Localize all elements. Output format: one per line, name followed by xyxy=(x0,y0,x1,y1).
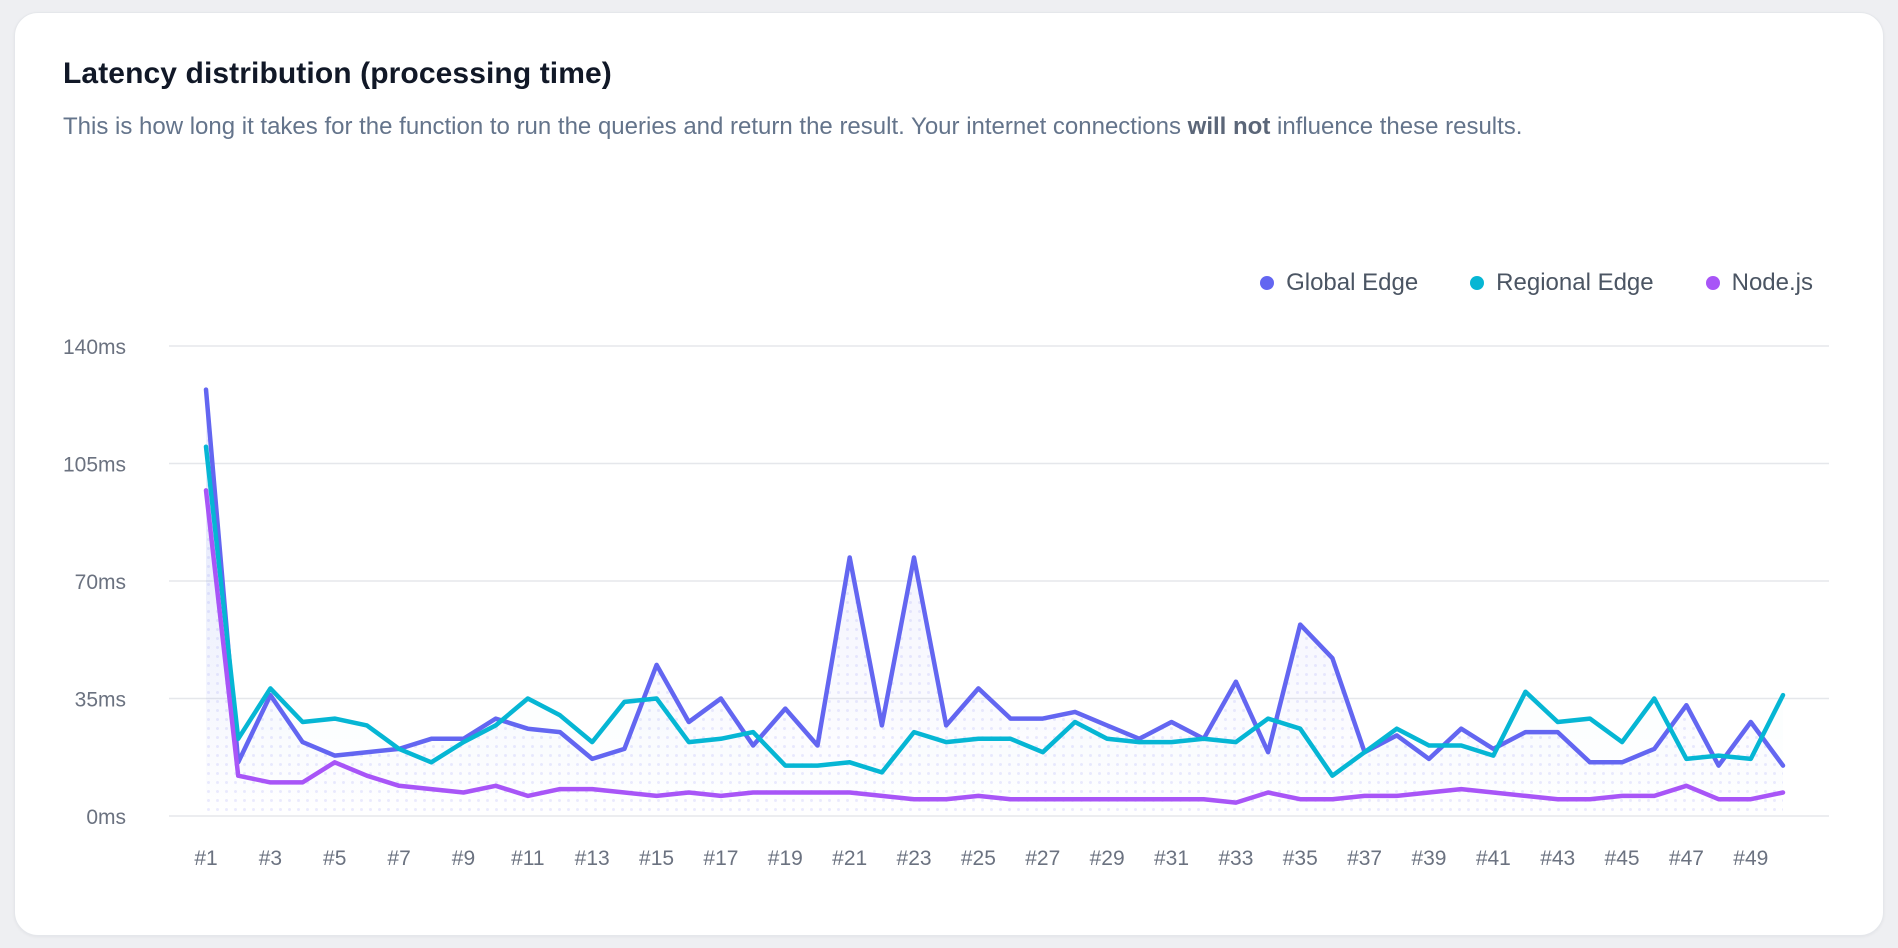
legend-dot-nodejs-icon xyxy=(1705,276,1720,290)
x-tick-label-45: #45 xyxy=(1605,847,1640,870)
x-tick-label-33: #33 xyxy=(1218,847,1253,870)
x-tick-label-21: #21 xyxy=(832,847,867,870)
chart-legend: Global Edge Regional Edge Node.js xyxy=(1260,269,1813,297)
x-tick-label-49: #49 xyxy=(1733,847,1768,870)
legend-item-nodejs[interactable]: Node.js xyxy=(1705,269,1813,297)
x-tick-label-29: #29 xyxy=(1090,847,1125,870)
x-tick-label-5: #5 xyxy=(323,847,346,870)
series-area-node-js xyxy=(206,490,1783,816)
y-tick-label-35ms: 35ms xyxy=(75,689,126,712)
series-area-regional-edge xyxy=(206,446,1783,816)
y-tick-label-105ms: 105ms xyxy=(63,454,126,477)
y-tick-label-70ms: 70ms xyxy=(75,571,126,594)
x-tick-label-3: #3 xyxy=(259,847,282,870)
y-tick-label-0ms: 0ms xyxy=(86,806,126,829)
x-tick-label-1: #1 xyxy=(194,847,217,870)
x-tick-label-39: #39 xyxy=(1411,847,1446,870)
x-tick-label-15: #15 xyxy=(639,847,674,870)
x-tick-label-9: #9 xyxy=(452,847,475,870)
x-tick-label-43: #43 xyxy=(1540,847,1575,870)
latency-card: Latency distribution (processing time) T… xyxy=(14,12,1884,936)
legend-label-regional-edge: Regional Edge xyxy=(1496,269,1654,296)
series-line-node-js xyxy=(203,488,1786,805)
subtitle-emphasis: will not xyxy=(1187,113,1271,140)
x-tick-label-7: #7 xyxy=(387,847,410,870)
x-tick-label-27: #27 xyxy=(1025,847,1060,870)
subtitle-text-end: influence these results. xyxy=(1270,113,1523,140)
legend-dot-regional-edge-icon xyxy=(1470,276,1485,290)
x-tick-label-19: #19 xyxy=(768,847,803,870)
series-line-regional-edge xyxy=(203,444,1786,778)
legend-item-regional-edge[interactable]: Regional Edge xyxy=(1470,269,1654,297)
x-tick-label-37: #37 xyxy=(1347,847,1382,870)
x-tick-label-25: #25 xyxy=(961,847,996,870)
x-tick-label-35: #35 xyxy=(1283,847,1318,870)
subtitle-text-start: This is how long it takes for the functi… xyxy=(63,113,1188,140)
x-tick-label-17: #17 xyxy=(703,847,738,870)
x-tick-label-47: #47 xyxy=(1669,847,1704,870)
x-tick-label-11: #11 xyxy=(511,847,544,870)
x-tick-label-41: #41 xyxy=(1476,847,1511,870)
y-tick-label-140ms: 140ms xyxy=(63,336,126,359)
legend-dot-global-edge-icon xyxy=(1260,276,1275,290)
latency-chart[interactable]: 0ms 35ms 70ms 105ms 140ms #1 #3 #5 #7 #9 #11 #13 #15… xyxy=(15,13,1885,937)
x-tick-label-31: #31 xyxy=(1154,847,1189,870)
series-line-global-edge xyxy=(203,387,1786,768)
x-tick-label-13: #13 xyxy=(575,847,610,870)
card-title: Latency distribution (processing time) xyxy=(63,57,612,90)
card-subtitle: This is how long it takes for the functi… xyxy=(63,107,1522,147)
legend-item-global-edge[interactable]: Global Edge xyxy=(1260,269,1418,297)
x-tick-label-23: #23 xyxy=(897,847,932,870)
legend-label-nodejs: Node.js xyxy=(1731,269,1813,296)
legend-label-global-edge: Global Edge xyxy=(1286,269,1419,296)
